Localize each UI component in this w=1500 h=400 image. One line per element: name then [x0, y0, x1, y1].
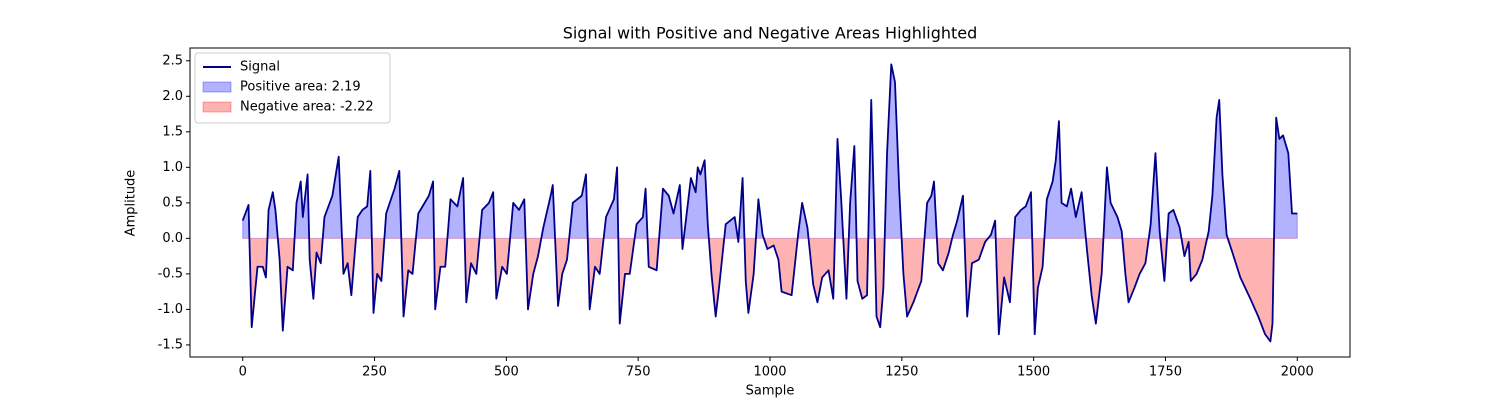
- y-tick-label: 0.0: [162, 231, 183, 246]
- x-tick-label: 0: [239, 365, 247, 380]
- legend-label: Positive area: 2.19: [240, 80, 361, 95]
- y-tick-label: 2.0: [162, 89, 183, 104]
- legend-label: Negative area: -2.22: [240, 100, 374, 115]
- y-tick-label: 2.5: [162, 53, 183, 68]
- x-tick-label: 2000: [1281, 365, 1314, 380]
- legend-label: Signal: [240, 60, 280, 75]
- x-tick-label: 1250: [885, 365, 918, 380]
- signal-line: [241, 63, 1298, 343]
- legend-patch: [202, 81, 232, 93]
- chart-title: Signal with Positive and Negative Areas …: [563, 24, 978, 43]
- x-axis-label: Sample: [746, 384, 795, 399]
- y-tick-label: -1.5: [158, 337, 183, 352]
- y-tick-label: 0.5: [162, 195, 183, 210]
- y-tick-label: 1.5: [162, 124, 183, 139]
- y-axis-label: Amplitude: [124, 170, 139, 237]
- legend-patch: [202, 101, 232, 113]
- y-tick-label: -1.0: [158, 302, 183, 317]
- x-tick-label: 1500: [1017, 365, 1050, 380]
- x-tick-label: 1000: [753, 365, 786, 380]
- plot-frame: [189, 47, 1351, 358]
- x-tick-label: 750: [626, 365, 651, 380]
- y-tick-label: 1.0: [162, 160, 183, 175]
- x-tick-label: 1750: [1149, 365, 1182, 380]
- y-tick-label: -0.5: [158, 266, 183, 281]
- x-tick-label: 500: [494, 365, 519, 380]
- legend-box: [194, 52, 391, 124]
- x-tick-label: 250: [362, 365, 387, 380]
